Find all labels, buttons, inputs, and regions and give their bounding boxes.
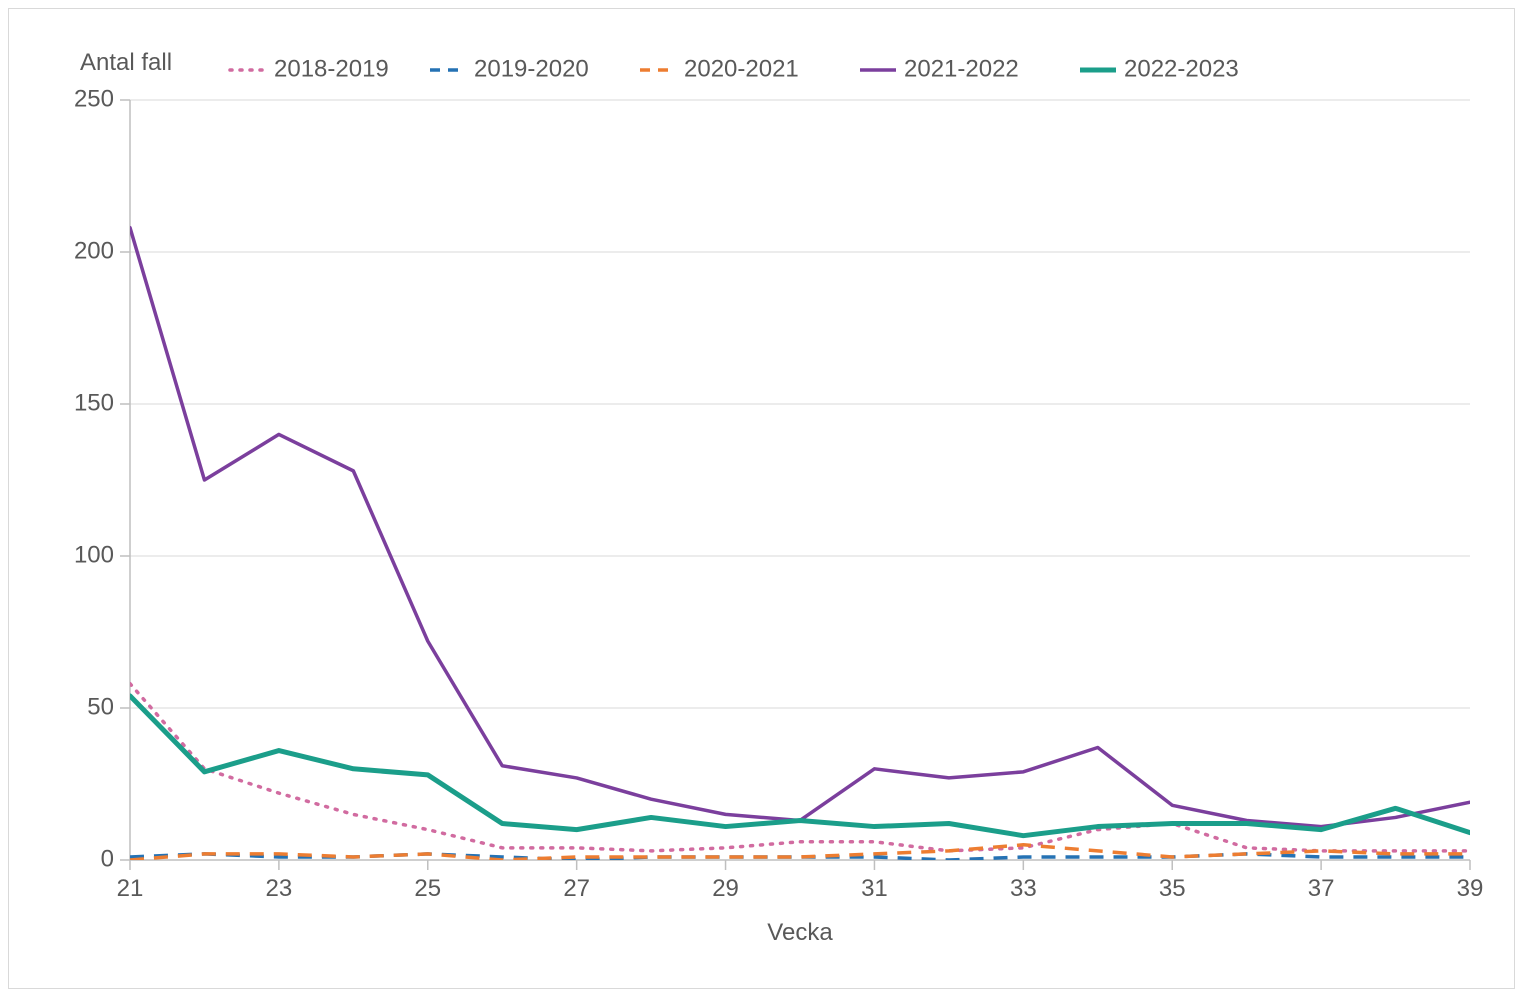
y-tick-label: 100 — [74, 541, 114, 568]
legend-label: 2022-2023 — [1124, 55, 1239, 82]
y-tick-label: 250 — [74, 85, 114, 112]
chart-container: 0 50 100 150 200 250 21 23 25 27 29 31 33 35 37 39 Antal… — [0, 0, 1523, 997]
x-axis-label: Vecka — [767, 919, 833, 946]
x-tick-label: 29 — [712, 875, 739, 902]
series-2020-2021 — [130, 845, 1470, 860]
series-2021-2022 — [130, 228, 1470, 827]
legend-label: 2021-2022 — [904, 55, 1019, 82]
x-tick-label: 33 — [1010, 875, 1037, 902]
legend-label: 2020-2021 — [684, 55, 799, 82]
x-tick-label: 25 — [414, 875, 441, 902]
y-tick-label: 50 — [87, 693, 114, 720]
legend-label: 2018-2019 — [274, 55, 389, 82]
y-tick-label: 200 — [74, 237, 114, 264]
legend-label: 2019-2020 — [474, 55, 589, 82]
x-tick-label: 37 — [1308, 875, 1335, 902]
y-tick-label: 0 — [101, 845, 114, 872]
x-tick-label: 31 — [861, 875, 888, 902]
y-axis-label: Antal fall — [80, 49, 172, 76]
line-chart: 0 50 100 150 200 250 21 23 25 27 29 31 33 35 37 39 Antal… — [0, 0, 1523, 997]
y-tick-label: 150 — [74, 389, 114, 416]
x-tick-label: 27 — [563, 875, 590, 902]
x-tick-label: 39 — [1457, 875, 1484, 902]
series-group — [130, 228, 1470, 860]
x-tick-label: 35 — [1159, 875, 1186, 902]
x-tick-label: 21 — [117, 875, 144, 902]
x-tick-label: 23 — [266, 875, 293, 902]
series-2022-2023 — [130, 696, 1470, 836]
